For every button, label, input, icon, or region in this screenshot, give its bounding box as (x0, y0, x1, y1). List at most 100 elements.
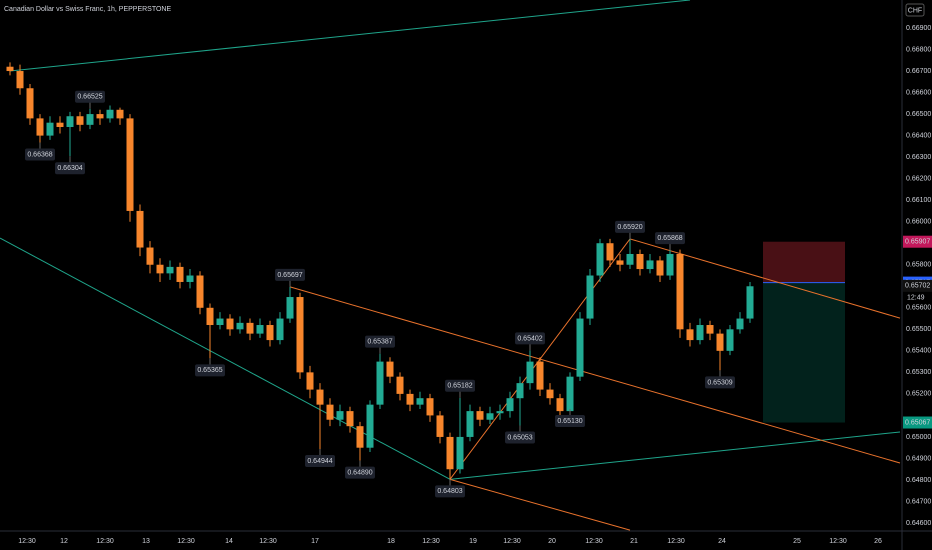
candle-body (106, 109, 114, 119)
y-tick-label: 0.64800 (906, 477, 931, 484)
target-label: 0.65067 (905, 419, 930, 426)
last-price-label: 0.65702 (905, 283, 930, 290)
pivot-label: 0.66304 (57, 165, 82, 172)
pivot-box (275, 268, 305, 281)
x-tick-label: 18 (387, 538, 395, 545)
candle-body (156, 264, 164, 274)
candle-body (136, 210, 144, 248)
pivot-label: 0.64944 (307, 458, 332, 465)
candle-body (366, 404, 374, 448)
x-tick-label: 17 (311, 538, 319, 545)
candle-body (166, 266, 174, 274)
y-tick-label: 0.66700 (906, 68, 931, 75)
target-badge (903, 416, 932, 429)
currency[interactable]: CHF (908, 7, 922, 14)
candle-body (486, 413, 494, 420)
candle-body (296, 297, 304, 373)
candle-body (686, 329, 694, 341)
candle-body (636, 253, 644, 270)
candle-body (386, 361, 394, 377)
x-tick-label: 20 (548, 538, 556, 545)
y-tick-label: 0.66800 (906, 46, 931, 53)
x-tick-label: 12:30 (667, 538, 685, 545)
x-tick-label: 26 (874, 538, 882, 545)
currency-box[interactable] (905, 3, 925, 17)
stop-zone (763, 241, 845, 283)
pivot-box (365, 335, 395, 348)
candle-body (586, 275, 594, 319)
y-tick-label: 0.65400 (906, 348, 931, 355)
y-tick-label: 0.64700 (906, 498, 931, 505)
pivot-label: 0.66368 (27, 151, 52, 158)
trend-line (449, 478, 631, 531)
candle-body (76, 116, 84, 125)
trend-line (629, 238, 901, 319)
candle-body (556, 398, 564, 412)
candle-body (346, 411, 354, 427)
x-tick-label: 12:30 (96, 538, 114, 545)
candle-body (66, 116, 74, 127)
pivot-box (655, 232, 685, 245)
pivot-label: 0.65365 (197, 367, 222, 374)
x-tick-label: 19 (469, 538, 477, 545)
pivot-label: 0.64890 (347, 469, 372, 476)
y-tick-label: 0.66000 (906, 219, 931, 226)
pivot-label: 0.65387 (367, 338, 392, 345)
pivot-label: 0.65920 (617, 224, 642, 231)
x-tick-label: 12:30 (422, 538, 440, 545)
y-tick-label: 0.65200 (906, 391, 931, 398)
pivot-label: 0.65309 (707, 379, 732, 386)
y-tick-label: 0.66100 (906, 197, 931, 204)
candle-body (506, 398, 514, 412)
pivot-box (615, 220, 645, 233)
candle-body (256, 325, 264, 334)
y-tick-label: 0.65600 (906, 305, 931, 312)
candle-body (696, 325, 704, 341)
y-tick-label: 0.64900 (906, 455, 931, 462)
candle-body (316, 389, 324, 405)
y-tick-label: 0.65500 (906, 326, 931, 333)
x-tick-label: 21 (630, 538, 638, 545)
candle-body (236, 322, 244, 330)
candle-body (446, 436, 454, 470)
candle-body (416, 398, 424, 405)
candle-body (206, 307, 214, 326)
pivot-box (195, 364, 225, 377)
y-tick-label: 0.66600 (906, 89, 931, 96)
y-tick-label: 0.66500 (906, 111, 931, 118)
countdown: 12:49 (907, 295, 925, 302)
pivot-box (345, 466, 375, 479)
candle-body (6, 66, 14, 72)
y-tick-label: 0.64600 (906, 520, 931, 527)
target-zone (763, 282, 845, 423)
candle-body (706, 325, 714, 334)
x-tick-label: 13 (142, 538, 150, 545)
pivot-box (555, 414, 585, 427)
candle-body (546, 389, 554, 399)
y-tick-label: 0.65300 (906, 369, 931, 376)
stop-label: 0.65907 (905, 239, 930, 246)
candle-body (646, 260, 654, 270)
y-tick-label: 0.66300 (906, 154, 931, 161)
chart-title: Canadian Dollar vs Swiss Franc, 1h, PEPP… (4, 6, 171, 13)
pivot-label: 0.65697 (277, 272, 302, 279)
candle-body (246, 322, 254, 334)
candle-body (186, 275, 194, 282)
candle-body (516, 383, 524, 399)
candle-body (406, 393, 414, 405)
candle-body (476, 411, 484, 420)
candle-body (336, 411, 344, 420)
pivot-label: 0.65868 (657, 235, 682, 242)
x-tick-label: 12 (60, 538, 68, 545)
candle-body (216, 318, 224, 326)
y-tick-label: 0.65000 (906, 434, 931, 441)
candle-body (536, 361, 544, 390)
pivot-label: 0.65182 (447, 383, 472, 390)
x-tick-label: 24 (718, 538, 726, 545)
candle-body (726, 329, 734, 351)
candle-body (496, 411, 504, 414)
pivot-box (25, 148, 55, 161)
candle-body (26, 88, 34, 119)
candle-body (356, 426, 364, 448)
